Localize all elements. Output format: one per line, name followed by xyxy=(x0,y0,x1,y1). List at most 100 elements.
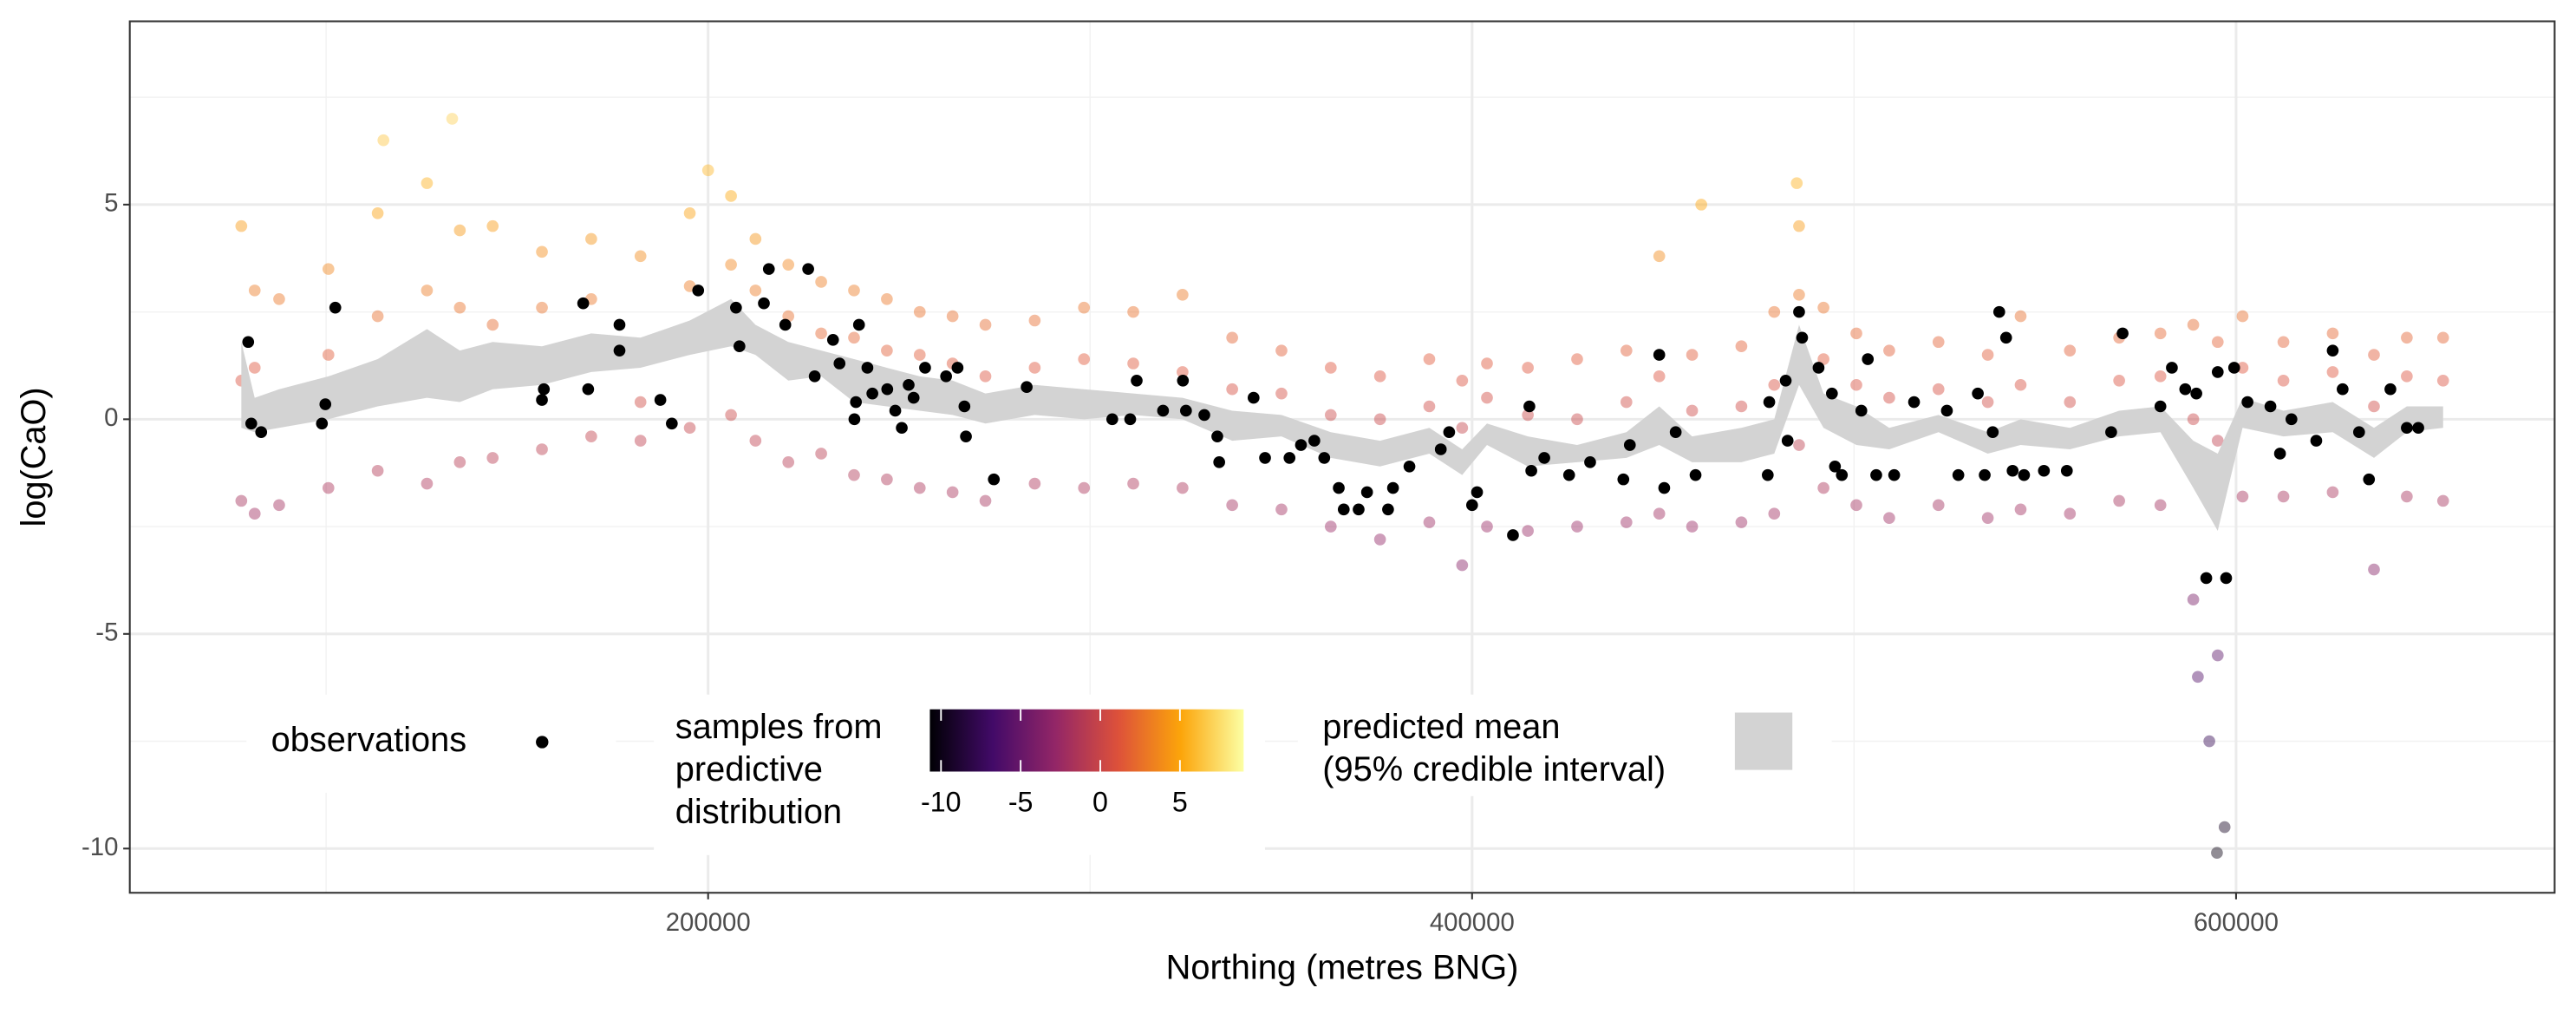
sample-point xyxy=(1275,387,1288,400)
sample-point xyxy=(1522,362,1534,374)
observation xyxy=(255,426,268,438)
legend-label: (95% credible interval) xyxy=(1322,750,1666,788)
observation xyxy=(2006,464,2019,477)
observation xyxy=(2190,387,2202,400)
sample-point xyxy=(1456,422,1469,435)
x-axis-title: Northing (metres BNG) xyxy=(1166,949,1519,987)
sample-point xyxy=(1324,362,1337,374)
sample-point xyxy=(1653,370,1666,383)
observation xyxy=(1940,404,1953,417)
sample-point xyxy=(585,232,597,245)
observation xyxy=(866,387,878,400)
observation xyxy=(1382,503,1394,516)
sample-point xyxy=(881,344,893,357)
sample-point xyxy=(273,292,285,305)
observation xyxy=(1812,362,1825,374)
sample-point xyxy=(2326,327,2339,340)
sample-point xyxy=(1850,378,1862,391)
sample-point xyxy=(486,318,499,331)
observation xyxy=(2116,327,2129,340)
y-axis-title: log(CaO) xyxy=(15,387,53,527)
observation xyxy=(1353,503,1365,516)
observation xyxy=(852,318,865,331)
sample-point xyxy=(815,448,827,460)
observation xyxy=(1992,305,2005,318)
observation xyxy=(2401,422,2413,435)
sample-point xyxy=(1373,370,1386,383)
sample-point xyxy=(1883,344,1895,357)
observation xyxy=(577,297,590,310)
sample-point xyxy=(2436,494,2449,507)
sample-point xyxy=(2277,375,2290,387)
sample-point xyxy=(2211,649,2224,662)
observation xyxy=(1333,481,1345,494)
observation xyxy=(1259,452,1271,464)
sample-point xyxy=(248,507,261,520)
observation xyxy=(1829,460,1842,473)
observation xyxy=(2105,426,2117,438)
sample-point xyxy=(1275,503,1288,516)
observation xyxy=(1523,400,1536,413)
observation xyxy=(1360,486,1373,499)
observation xyxy=(861,362,874,374)
sample-point xyxy=(1028,362,1041,374)
sample-point xyxy=(536,245,548,258)
y-tick-label: -5 xyxy=(95,618,118,647)
sample-point xyxy=(2014,503,2027,516)
sample-point xyxy=(1735,516,1748,528)
observation xyxy=(1283,452,1296,464)
sample-point xyxy=(1768,507,1781,520)
y-tick-label: -10 xyxy=(82,833,118,861)
sample-point xyxy=(322,263,335,275)
sample-point xyxy=(1817,301,1829,314)
sample-point xyxy=(1456,375,1469,387)
sample-point xyxy=(1850,499,1862,512)
legend-label: predictive xyxy=(675,750,823,788)
observation xyxy=(536,394,548,406)
observation xyxy=(1952,468,1965,481)
observation xyxy=(2227,362,2240,374)
observation xyxy=(833,357,846,370)
observation xyxy=(903,378,915,391)
sample-point xyxy=(371,464,384,477)
sample-point xyxy=(881,473,893,486)
sample-point xyxy=(1768,305,1781,318)
sample-point xyxy=(1522,525,1534,537)
sample-point xyxy=(1817,481,1829,494)
sample-point xyxy=(2436,331,2449,344)
observation xyxy=(2337,383,2349,396)
sample-point xyxy=(2326,366,2339,378)
sample-point xyxy=(1695,199,1707,211)
observation xyxy=(889,404,902,417)
observation xyxy=(1761,468,1774,481)
observation xyxy=(2384,383,2397,396)
sample-point xyxy=(1932,383,1945,396)
observation xyxy=(1584,456,1596,468)
observation xyxy=(1157,404,1170,417)
observation xyxy=(758,297,770,310)
observation xyxy=(319,398,332,410)
observation xyxy=(896,422,908,435)
legend-box xyxy=(246,694,616,794)
sample-point xyxy=(2368,563,2380,576)
sample-point xyxy=(1981,396,1994,409)
observation xyxy=(245,417,258,430)
observation xyxy=(1525,464,1537,477)
sample-point xyxy=(1817,353,1829,365)
sample-point xyxy=(1571,413,1583,426)
observation xyxy=(730,301,742,314)
observation xyxy=(1623,439,1636,451)
observation xyxy=(2179,383,2192,396)
observation xyxy=(1318,452,1331,464)
sample-point xyxy=(2014,378,2027,391)
observation xyxy=(1295,439,1308,451)
sample-point xyxy=(749,285,762,297)
sample-point xyxy=(749,435,762,447)
sample-point xyxy=(1686,349,1699,361)
observation xyxy=(1908,396,1921,409)
colorbar-tick-label: 5 xyxy=(1172,787,1188,818)
sample-point xyxy=(979,318,992,331)
sample-point xyxy=(1981,349,1994,361)
observation xyxy=(2200,572,2213,585)
sample-point xyxy=(1735,400,1748,413)
